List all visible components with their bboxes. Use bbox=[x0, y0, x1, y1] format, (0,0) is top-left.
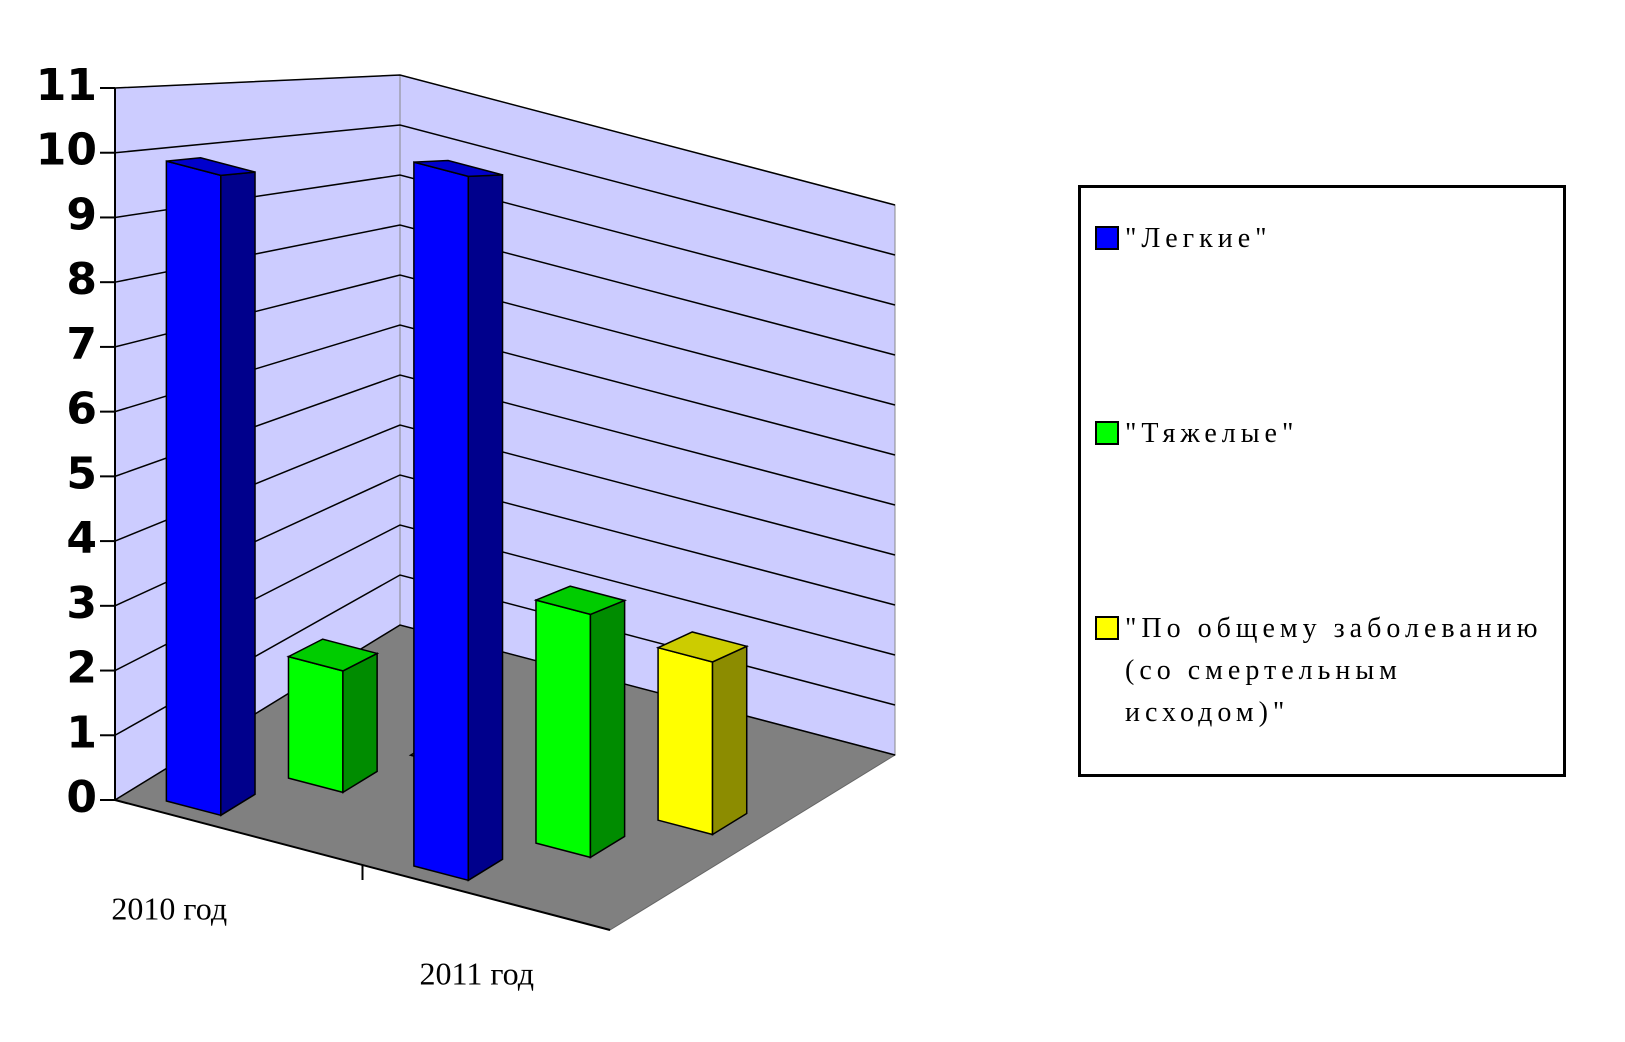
bar bbox=[657, 646, 714, 836]
y-tick-label: 7 bbox=[66, 319, 97, 370]
bar-side bbox=[220, 171, 256, 817]
legend: "Легкие" "Тяжелые" "По общему заболеванию … bbox=[1078, 185, 1566, 777]
bar bbox=[287, 655, 344, 794]
y-tick-label: 8 bbox=[66, 254, 97, 305]
bar bbox=[165, 157, 256, 817]
bar-top bbox=[166, 157, 256, 177]
bar-top bbox=[533, 585, 627, 616]
legend-entry: "Тяжелые" bbox=[1095, 413, 1565, 455]
bar-side bbox=[467, 174, 504, 882]
legend-swatch bbox=[1095, 421, 1119, 445]
bar-side bbox=[342, 652, 378, 794]
y-tick-label: 6 bbox=[66, 384, 97, 435]
y-tick-label: 3 bbox=[66, 578, 97, 629]
bar bbox=[533, 585, 627, 859]
y-tick-label: 2 bbox=[66, 643, 97, 694]
y-tick-label: 0 bbox=[66, 772, 97, 823]
y-tick-label: 1 bbox=[66, 707, 97, 758]
legend-label: "По общему заболеванию (со смертельным и… bbox=[1125, 613, 1543, 728]
bar-side bbox=[711, 645, 748, 836]
chart: 0 1 2 3 4 5 6 7 8 9 10 11 2010 год 2011 год bbox=[36, 60, 897, 992]
grid-line bbox=[114, 74, 896, 206]
x-tick-label: 2010 год bbox=[111, 891, 227, 927]
legend-label: "Тяжелые" bbox=[1125, 418, 1299, 449]
legend-entry: "Легкие" bbox=[1095, 218, 1565, 260]
legend-swatch bbox=[1095, 226, 1119, 250]
grid-line bbox=[114, 124, 896, 256]
y-tick-label: 11 bbox=[36, 60, 97, 111]
y-tick-label: 5 bbox=[66, 448, 97, 499]
bar bbox=[286, 638, 380, 794]
legend-swatch bbox=[1095, 616, 1119, 640]
bar-top bbox=[286, 638, 380, 672]
bar-top bbox=[413, 159, 503, 178]
bar bbox=[535, 599, 592, 859]
y-tick-label: 4 bbox=[66, 513, 97, 564]
bar bbox=[655, 631, 749, 836]
x-tick-label: 2011 год bbox=[420, 956, 535, 992]
bar-top bbox=[655, 631, 749, 663]
bar bbox=[165, 160, 222, 817]
bar-side bbox=[589, 599, 626, 859]
legend-entry: "По общему заболеванию (со смертельным и… bbox=[1095, 608, 1565, 734]
y-tick-label: 9 bbox=[66, 189, 97, 240]
y-tick-label: 10 bbox=[36, 125, 97, 176]
legend-label: "Легкие" bbox=[1125, 223, 1272, 254]
bar bbox=[413, 159, 504, 882]
bar bbox=[413, 161, 470, 882]
